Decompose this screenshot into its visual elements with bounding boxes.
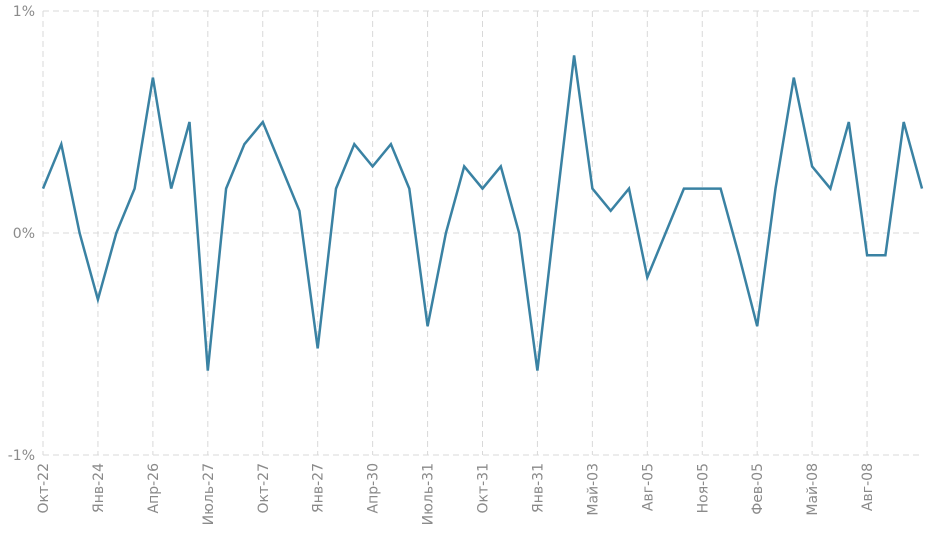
x-axis-ticks: Окт-22 Янв-24 Апр-26 Июль-27 Окт-27 Янв-27 Апр… (36, 463, 876, 525)
x-tick-label: Май-08 (805, 463, 821, 516)
x-tick-label: Фев-05 (750, 463, 766, 515)
y-tick-label: -1% (8, 448, 35, 464)
x-tick-label: Окт-31 (476, 463, 492, 514)
gridlines (42, 10, 922, 456)
x-tick-label: Янв-27 (311, 463, 327, 513)
x-tick-label: Янв-31 (530, 463, 546, 513)
x-tick-label: Окт-27 (256, 463, 272, 514)
series-layer (41, 55, 924, 371)
x-tick-label: Авг-05 (640, 463, 656, 511)
x-tick-label: Июль-27 (201, 463, 217, 525)
y-axis-ticks: 1% 0% -1% (8, 4, 35, 464)
x-tick-label: Янв-24 (91, 463, 107, 513)
x-tick-label: Ноя-05 (695, 463, 711, 513)
y-tick-label: 1% (13, 4, 35, 20)
series-line (41, 55, 924, 371)
y-tick-label: 0% (13, 226, 35, 242)
x-tick-label: Май-03 (585, 463, 601, 516)
x-tick-label: Апр-30 (366, 463, 382, 513)
x-tick-label: Июль-31 (421, 463, 437, 525)
x-tick-label: Окт-22 (36, 463, 52, 514)
x-tick-label: Апр-26 (146, 463, 162, 514)
x-tick-label: Авг-08 (860, 463, 876, 511)
